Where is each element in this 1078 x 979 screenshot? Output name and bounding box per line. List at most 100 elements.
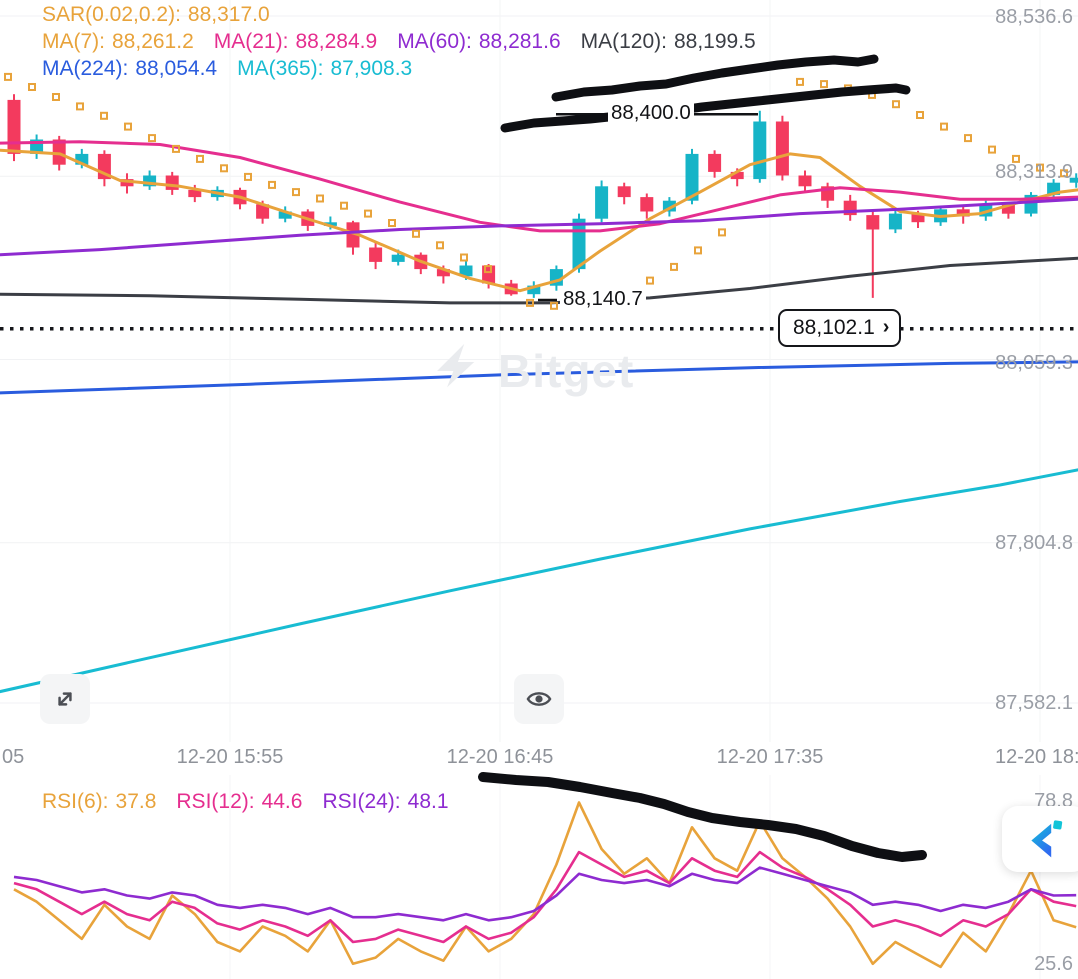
candle-body: [143, 175, 157, 187]
candle-body: [595, 186, 609, 219]
legend-row-ma-1: MA(7): 88,261.2 MA(21): 88,284.9 MA(60):…: [42, 30, 756, 54]
time-label-1: 05: [2, 746, 25, 768]
rsi24-label: RSI(24):: [322, 790, 401, 813]
expand-chart-button[interactable]: [40, 674, 90, 724]
legend-row-rsi: RSI(6): 37.8 RSI(12): 44.6 RSI(24): 48.1: [42, 790, 449, 814]
candle-body: [1001, 204, 1015, 214]
candle-body: [866, 215, 880, 230]
ma120-legend[interactable]: MA(120): 88,199.5: [581, 30, 756, 54]
ma7-line: [0, 148, 1078, 293]
expand-icon: [58, 692, 72, 706]
price-axis-label-1: 88,536.6: [995, 6, 1073, 28]
chevron-right-icon: ›: [882, 315, 890, 338]
bitget-app-logo: [1002, 806, 1078, 872]
bitget-watermark-icon: [437, 343, 475, 388]
price-badge-value: 88,102.1: [793, 316, 875, 339]
sar-dots: [4, 72, 1068, 310]
hline-price-label[interactable]: 88,400.0: [608, 101, 694, 125]
candle-body: [956, 209, 970, 217]
eye-icon: [526, 692, 552, 706]
sar-legend[interactable]: SAR(0.02,0.2): 88,317.0: [42, 3, 270, 27]
rsi6-label: RSI(6):: [42, 790, 109, 813]
ma7-legend[interactable]: MA(7): 88,261.2: [42, 30, 194, 54]
ma21-value: 88,284.9: [295, 30, 378, 53]
sar-label: SAR(0.02,0.2):: [42, 3, 181, 26]
rsi12-label: RSI(12):: [176, 790, 255, 813]
ma60-value: 88,281.6: [478, 30, 561, 53]
toggle-visibility-button[interactable]: [514, 674, 564, 724]
candle-body: [640, 197, 654, 212]
candle-body: [617, 186, 631, 198]
main-chart-canvas[interactable]: [0, 0, 1078, 742]
candle-body: [323, 222, 337, 226]
ma224-value: 88,054.4: [135, 57, 218, 80]
low-price-label[interactable]: 88,140.7: [560, 287, 646, 311]
ma224-line: [0, 360, 1078, 395]
ma120-line: [0, 256, 1078, 305]
candle-body: [188, 189, 202, 198]
candle-body: [436, 269, 450, 277]
rsi6-value: 37.8: [115, 790, 157, 813]
ma7-value: 88,261.2: [112, 30, 194, 53]
candle-body: [391, 254, 405, 262]
sar-value: 88,317.0: [187, 3, 270, 26]
rsi24-line: [13, 866, 1077, 922]
ma224-label: MA(224):: [42, 57, 129, 80]
ma365-legend[interactable]: MA(365): 87,908.3: [237, 57, 412, 81]
candle-body: [459, 265, 473, 277]
ma365-line: [0, 468, 1078, 694]
rsi6-legend[interactable]: RSI(6): 37.8: [42, 790, 156, 814]
ma60-line: [0, 197, 1078, 257]
candle-body: [369, 247, 383, 262]
candle-body: [346, 222, 360, 248]
candle-body: [753, 121, 767, 180]
candle-body: [278, 211, 292, 219]
candle-body: [52, 139, 66, 165]
ma224-legend[interactable]: MA(224): 88,054.4: [42, 57, 217, 81]
time-label-4: 12-20 17:35: [716, 746, 824, 768]
bitget-logo-icon: [1031, 820, 1063, 858]
legend-row-ma-2: MA(224): 88,054.4 MA(365): 87,908.3: [42, 57, 412, 81]
ma60-label: MA(60):: [397, 30, 472, 53]
ma120-value: 88,199.5: [673, 30, 756, 53]
time-label-2: 12-20 15:55: [176, 746, 284, 768]
candle-body: [120, 179, 134, 187]
price-axis-label-4: 87,804.8: [995, 532, 1073, 554]
price-axis-label-5: 87,582.1: [995, 692, 1073, 714]
ma7-label: MA(7):: [42, 30, 105, 53]
candle-body: [730, 171, 744, 180]
rsi24-legend[interactable]: RSI(24): 48.1: [322, 790, 448, 814]
candle-body: [527, 285, 541, 295]
rsi-axis-label-low: 25.6: [1034, 953, 1073, 975]
ma60-legend[interactable]: MA(60): 88,281.6: [397, 30, 560, 54]
candle-body: [685, 153, 699, 201]
rsi6-line: [13, 801, 1077, 969]
candle-body: [662, 200, 676, 212]
ma21-line: [0, 140, 1078, 233]
candle-body: [888, 213, 902, 230]
candle-body: [1069, 177, 1078, 183]
time-label-5: 12-20 18:: [995, 746, 1078, 768]
ma120-label: MA(120):: [580, 30, 667, 53]
candle-body: [256, 204, 270, 219]
rsi12-legend[interactable]: RSI(12): 44.6: [176, 790, 302, 814]
candle-body: [911, 213, 925, 223]
rsi12-value: 44.6: [261, 790, 303, 813]
legend-row-sar: SAR(0.02,0.2): 88,317.0: [42, 3, 270, 27]
candle-body: [708, 153, 722, 172]
candle-body: [798, 175, 812, 187]
price-badge[interactable]: 88,102.1 ›: [778, 309, 902, 347]
ma21-legend[interactable]: MA(21): 88,284.9: [214, 30, 377, 54]
ma365-label: MA(365):: [237, 57, 324, 80]
rsi24-value: 48.1: [407, 790, 449, 813]
ma21-label: MA(21):: [213, 30, 289, 53]
watermark-text: Bitget: [498, 345, 635, 397]
candles-layer: [7, 94, 1078, 298]
price-axis-label-3: 88,059.3: [995, 352, 1073, 374]
ma365-value: 87,908.3: [330, 57, 413, 80]
time-label-3: 12-20 16:45: [446, 746, 554, 768]
candle-body: [75, 153, 89, 165]
candle-body: [165, 175, 179, 190]
bitget-watermark: Bitget: [428, 342, 634, 400]
